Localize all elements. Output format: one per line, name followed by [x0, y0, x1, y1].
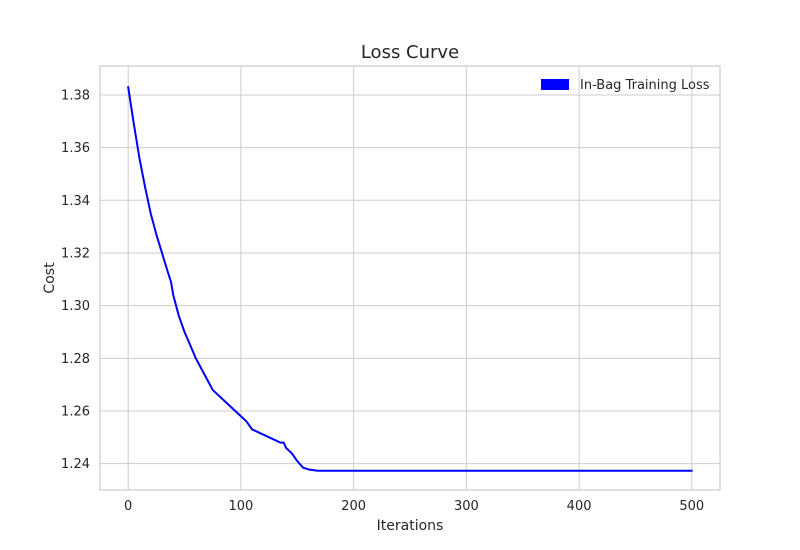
legend-swatch-in-bag-training-loss [541, 79, 569, 90]
x-axis-label: Iterations [377, 518, 444, 534]
y-tick-label: 1.30 [61, 299, 90, 314]
x-axis-ticks: 0 100 200 300 400 500 [124, 499, 704, 514]
y-axis-label: Cost [42, 262, 58, 294]
x-tick-label: 300 [454, 499, 479, 514]
y-axis-ticks: 1.24 1.26 1.28 1.30 1.32 1.34 1.36 1.38 [61, 88, 90, 472]
x-tick-label: 0 [124, 499, 132, 514]
series-lines [127, 86, 693, 472]
y-tick-label: 1.38 [61, 88, 90, 103]
y-tick-label: 1.32 [61, 246, 90, 261]
x-tick-label: 100 [228, 499, 253, 514]
legend-label-in-bag-training-loss: In-Bag Training Loss [580, 78, 710, 93]
chart-title: Loss Curve [361, 42, 459, 63]
plot-frame [99, 65, 721, 491]
x-tick-label: 200 [341, 499, 366, 514]
plot-background [100, 66, 720, 490]
y-tick-label: 1.34 [61, 194, 90, 209]
grid-lines [100, 66, 720, 490]
y-tick-label: 1.28 [61, 352, 90, 367]
x-tick-label: 400 [567, 499, 592, 514]
y-tick-label: 1.24 [61, 457, 90, 472]
legend: In-Bag Training Loss [541, 78, 710, 93]
series-line-0 [127, 86, 693, 472]
y-tick-label: 1.36 [61, 141, 90, 156]
x-tick-label: 500 [679, 499, 704, 514]
y-tick-label: 1.26 [61, 404, 90, 419]
